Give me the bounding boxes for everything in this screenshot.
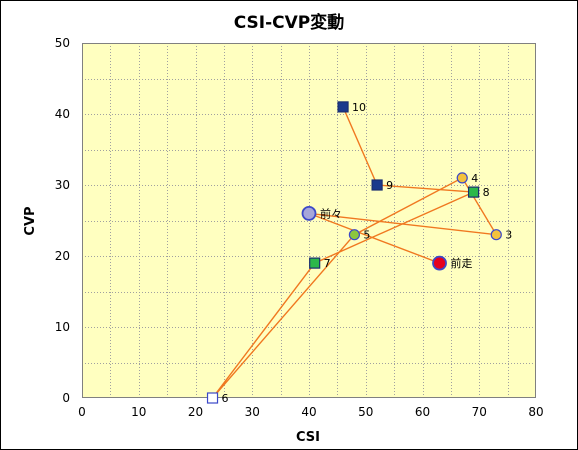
data-point-marker bbox=[206, 392, 219, 404]
plot-border bbox=[82, 43, 536, 398]
y-tick-label: 40 bbox=[55, 107, 70, 121]
data-point-label: 3 bbox=[505, 229, 512, 242]
data-point-marker bbox=[348, 229, 360, 241]
x-tick-label: 60 bbox=[415, 405, 430, 419]
data-point-label: 5 bbox=[363, 229, 370, 242]
y-tick-label: 10 bbox=[55, 320, 70, 334]
data-point-marker bbox=[456, 172, 468, 184]
series-line bbox=[211, 106, 498, 399]
y-tick-label: 30 bbox=[55, 178, 70, 192]
x-axis-label: CSI bbox=[296, 430, 320, 445]
x-tick-label: 70 bbox=[472, 405, 487, 419]
x-tick-label: 50 bbox=[358, 405, 373, 419]
y-tick-label: 0 bbox=[62, 391, 70, 405]
data-point-label: 前々 bbox=[320, 206, 342, 220]
x-tick-label: 40 bbox=[301, 405, 316, 419]
data-point-marker bbox=[337, 101, 349, 113]
data-point-marker bbox=[309, 257, 321, 269]
x-tick-label: 10 bbox=[131, 405, 146, 419]
y-tick-label: 20 bbox=[55, 249, 70, 263]
x-tick-label: 20 bbox=[188, 405, 203, 419]
data-point-marker bbox=[371, 179, 383, 191]
data-point-label: 8 bbox=[483, 186, 490, 199]
x-tick-label: 80 bbox=[528, 405, 543, 419]
data-point-label: 4 bbox=[471, 172, 478, 185]
data-point-label: 9 bbox=[386, 179, 393, 192]
x-tick-label: 0 bbox=[78, 405, 86, 419]
data-point-marker bbox=[490, 229, 502, 241]
data-point-marker bbox=[301, 205, 317, 221]
chart-title: CSI-CVP変動 bbox=[234, 12, 345, 33]
data-point-marker bbox=[467, 186, 480, 198]
data-point-label: 7 bbox=[324, 257, 331, 270]
data-point-label: 6 bbox=[222, 392, 229, 405]
y-axis-label: CVP bbox=[23, 206, 38, 235]
x-tick-label: 30 bbox=[245, 405, 260, 419]
data-point-label: 前走 bbox=[451, 256, 473, 270]
y-tick-label: 50 bbox=[55, 36, 70, 50]
data-point-marker bbox=[432, 255, 447, 271]
data-point-label: 10 bbox=[352, 101, 366, 114]
